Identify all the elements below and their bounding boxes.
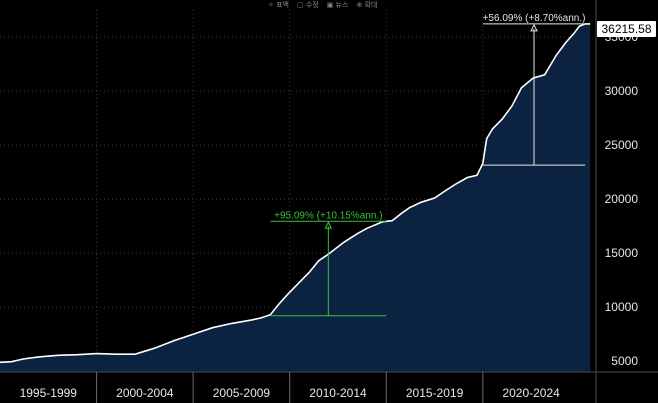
toolbar-item-edit[interactable]: ▢ 수정 [296,1,319,9]
toolbar-item-zoom[interactable]: ⊕ 확대 [356,1,378,9]
annotations: +95.09% (+10.15%ann.) +56.09% (+8.70%ann.… [270,13,586,317]
x-tick-label: 2010-2014 [309,386,367,400]
annotation-label: +56.09% (+8.70%ann.) [483,13,586,24]
series-area [0,23,591,373]
x-axis: 1995-1999 2000-2004 2005-2009 2010-2014 2015… [0,371,658,403]
series-area-fill [0,23,591,373]
x-tick-label: 2020-2024 [502,386,560,400]
y-tick-label: 10000 [605,300,639,314]
series-line [0,23,591,364]
y-tick-label: 20000 [605,192,639,206]
x-tick-label: 2005-2009 [213,386,271,400]
y-tick-label: 25000 [605,138,639,152]
y-tick-label: 5000 [611,354,638,368]
y-tick-label: 30000 [605,84,639,98]
chart-toolbar: ✧ 표백 ▢ 수정 ▣ 뉴스 ⊕ 확대 [268,0,377,10]
annotation-arrow-head [324,221,333,229]
annotation-label: +95.09% (+10.15%ann.) [274,210,382,221]
toolbar-item-news[interactable]: ▣ 뉴스 [326,1,349,9]
last-value-badge: 36215.58 [597,21,656,37]
annotation-arrow-head [530,23,538,32]
toolbar-item-mark[interactable]: ✧ 표백 [268,1,289,9]
y-tick-label: 15000 [605,246,639,260]
x-tick-label: 2000-2004 [116,386,174,400]
x-tick-label: 2015-2019 [406,386,464,400]
x-tick-label: 1995-1999 [20,386,78,400]
